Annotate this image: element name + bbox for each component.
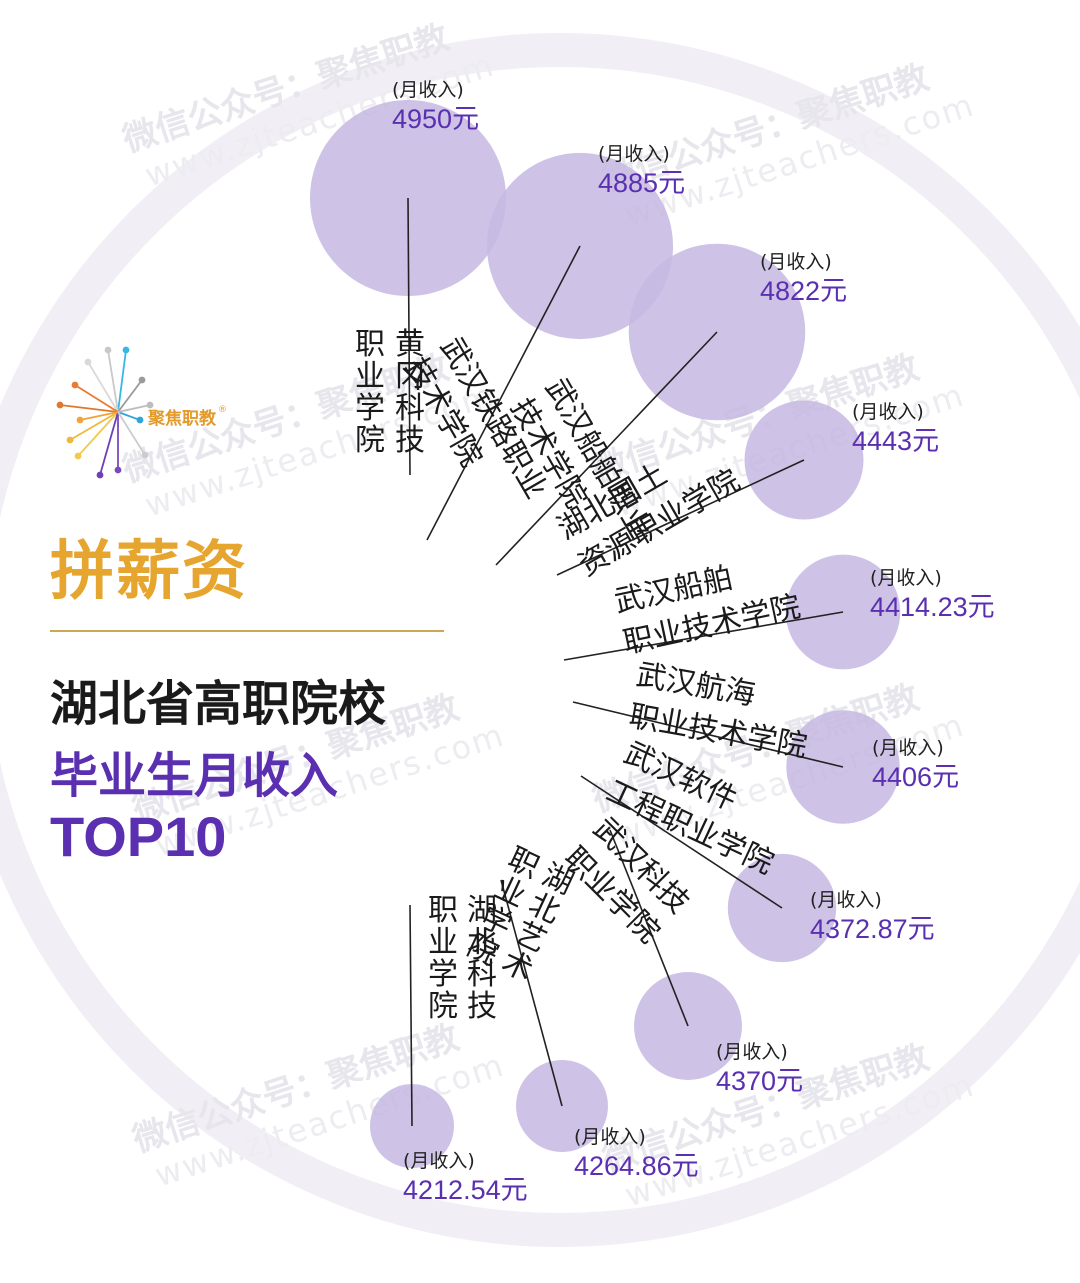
income-label: (月收入) (760, 251, 832, 273)
logo-dot (71, 381, 79, 389)
logo-dot (66, 436, 74, 444)
income-value: 4264.86元 (574, 1151, 699, 1181)
income-label: (月收入) (392, 79, 464, 101)
headline-line3: TOP10 (50, 805, 227, 868)
logo-dot (136, 416, 144, 424)
leader-line (563, 611, 844, 661)
leader-line (426, 245, 581, 541)
logo-ray (87, 361, 119, 413)
income-value: 4212.54元 (403, 1175, 528, 1205)
income-label: (月收入) (598, 143, 670, 165)
logo-registered-mark: ® (218, 405, 227, 415)
logo-ray (117, 411, 146, 456)
leader-line (556, 459, 805, 576)
logo-ray (59, 404, 119, 413)
leader-line (500, 879, 563, 1107)
income-label: (月收入) (872, 737, 944, 759)
category-label-line: 黄冈科技 (395, 327, 425, 458)
leader-line (609, 829, 689, 1027)
income-label: (月收入) (403, 1150, 475, 1172)
logo-dot (114, 466, 122, 474)
income-label: (月收入) (810, 889, 882, 911)
logo-ray (117, 404, 151, 413)
leader-line (409, 904, 413, 1127)
logo-dot (138, 376, 146, 384)
leader-line (580, 775, 783, 909)
logo-ray (107, 349, 119, 413)
logo-dot (74, 452, 82, 460)
logo-dot (141, 451, 149, 459)
category-label-line: 职业学院 (355, 327, 385, 458)
income-value: 4406元 (872, 762, 959, 792)
section-title: 拼薪资 (50, 535, 248, 609)
logo-ray (117, 411, 141, 421)
income-label: (月收入) (870, 567, 942, 589)
income-value: 4822元 (760, 276, 847, 306)
category-label-line: 职业学院 (428, 893, 458, 1024)
logo-ray (99, 411, 119, 476)
logo-dot (122, 346, 130, 354)
leader-line (572, 701, 844, 768)
logo-ray (77, 411, 119, 457)
background-layer (0, 33, 1080, 1247)
logo-ray (117, 349, 127, 413)
logo-dot (146, 401, 154, 409)
headline-line1: 湖北省高职院校 (50, 676, 387, 732)
logo-ray (79, 411, 119, 421)
title-divider (50, 630, 444, 632)
income-value: 4372.87元 (810, 914, 935, 944)
logo-dot (76, 416, 84, 424)
background-ring (0, 33, 1080, 1247)
logo-dot (96, 471, 104, 479)
income-value: 4885元 (598, 168, 685, 198)
headline-line2: 毕业生月收入 (50, 748, 339, 804)
income-value: 4950元 (392, 104, 479, 134)
logo: 聚焦职教 ® (56, 346, 227, 479)
logo-burst-icon (56, 346, 154, 479)
income-label: (月收入) (716, 1041, 788, 1063)
logo-dot (104, 346, 112, 354)
income-value: 4414.23元 (870, 592, 995, 622)
income-label: (月收入) (574, 1126, 646, 1148)
logo-ray (117, 379, 143, 413)
logo-ray (69, 411, 119, 441)
leader-line (407, 197, 411, 476)
leader-line (495, 331, 718, 566)
logo-text: 聚焦职教 (147, 408, 217, 429)
logo-dot (56, 401, 64, 409)
income-label: (月收入) (852, 401, 924, 423)
income-value: 4370元 (716, 1066, 803, 1096)
logo-ray (74, 384, 119, 413)
category-label-line: 湖北科技 (467, 893, 497, 1024)
label-layer: (月收入)4950元黄冈科技职业学院(月收入)4885元武汉铁路职业技术学院(月… (355, 79, 995, 1205)
logo-dot (84, 358, 92, 366)
income-value: 4443元 (852, 426, 939, 456)
